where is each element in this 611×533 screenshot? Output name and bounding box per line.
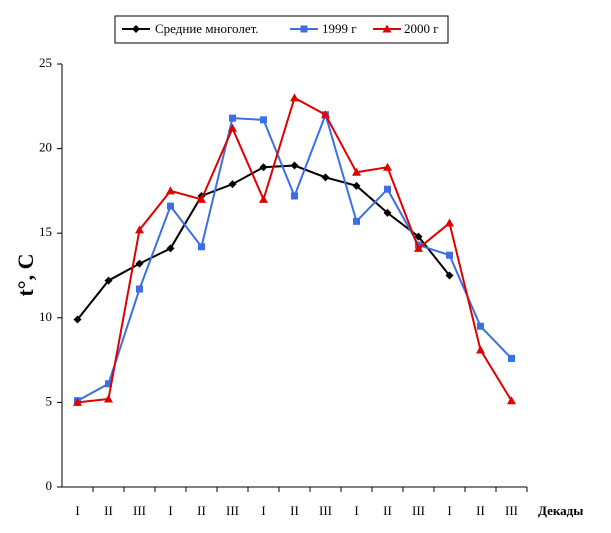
x-tick-label: III xyxy=(133,503,146,518)
x-tick-label: II xyxy=(476,503,485,518)
x-tick-label: I xyxy=(354,503,358,518)
x-tick-label: III xyxy=(226,503,239,518)
y-tick-label: 10 xyxy=(39,309,52,324)
x-tick-label: III xyxy=(505,503,518,518)
y-axis-title: t°, C xyxy=(13,253,38,296)
marker xyxy=(167,202,174,210)
marker xyxy=(104,276,113,285)
marker xyxy=(384,185,391,193)
marker xyxy=(414,232,423,241)
marker xyxy=(476,345,485,354)
marker xyxy=(291,192,298,200)
x-axis-title: Декады xyxy=(538,503,583,518)
marker xyxy=(198,243,205,251)
marker xyxy=(445,271,454,280)
marker xyxy=(136,285,143,293)
x-tick-label: II xyxy=(197,503,206,518)
marker xyxy=(290,93,299,102)
marker xyxy=(477,322,484,330)
marker xyxy=(300,25,308,33)
marker xyxy=(105,380,112,388)
marker xyxy=(446,251,453,259)
marker xyxy=(382,24,392,33)
marker xyxy=(166,186,175,195)
marker xyxy=(259,163,268,172)
y-tick-label: 5 xyxy=(46,393,53,408)
marker xyxy=(73,397,82,406)
x-tick-label: III xyxy=(319,503,332,518)
marker xyxy=(321,173,330,182)
marker xyxy=(414,243,423,252)
y-tick-label: 20 xyxy=(39,140,52,155)
y-tick-label: 0 xyxy=(46,478,53,493)
marker xyxy=(132,25,140,33)
legend-label: 1999 г xyxy=(322,21,357,36)
marker xyxy=(73,315,82,324)
y-tick-label: 15 xyxy=(39,224,52,239)
marker xyxy=(197,194,206,203)
marker xyxy=(507,396,516,405)
marker xyxy=(383,162,392,171)
x-tick-label: II xyxy=(290,503,299,518)
marker xyxy=(290,161,299,170)
x-tick-label: I xyxy=(75,503,79,518)
marker xyxy=(383,208,392,217)
marker xyxy=(260,116,267,124)
legend-label: 2000 г xyxy=(404,21,439,36)
marker xyxy=(229,114,236,122)
marker xyxy=(166,244,175,253)
marker xyxy=(104,394,113,403)
x-tick-label: II xyxy=(383,503,392,518)
x-tick-label: I xyxy=(261,503,265,518)
x-tick-label: I xyxy=(168,503,172,518)
marker xyxy=(353,217,360,225)
marker xyxy=(352,167,361,176)
marker xyxy=(135,225,144,234)
marker xyxy=(352,181,361,190)
x-tick-label: II xyxy=(104,503,113,518)
y-tick-label: 25 xyxy=(39,55,52,70)
x-tick-label: I xyxy=(447,503,451,518)
marker xyxy=(321,110,330,119)
marker xyxy=(445,218,454,227)
marker xyxy=(259,194,268,203)
marker xyxy=(508,354,515,362)
series-line xyxy=(77,96,513,404)
marker xyxy=(135,259,144,268)
legend-label: Средние многолет. xyxy=(155,21,259,36)
marker xyxy=(228,123,237,132)
x-tick-label: III xyxy=(412,503,425,518)
marker xyxy=(228,180,237,189)
series-line xyxy=(76,164,451,321)
